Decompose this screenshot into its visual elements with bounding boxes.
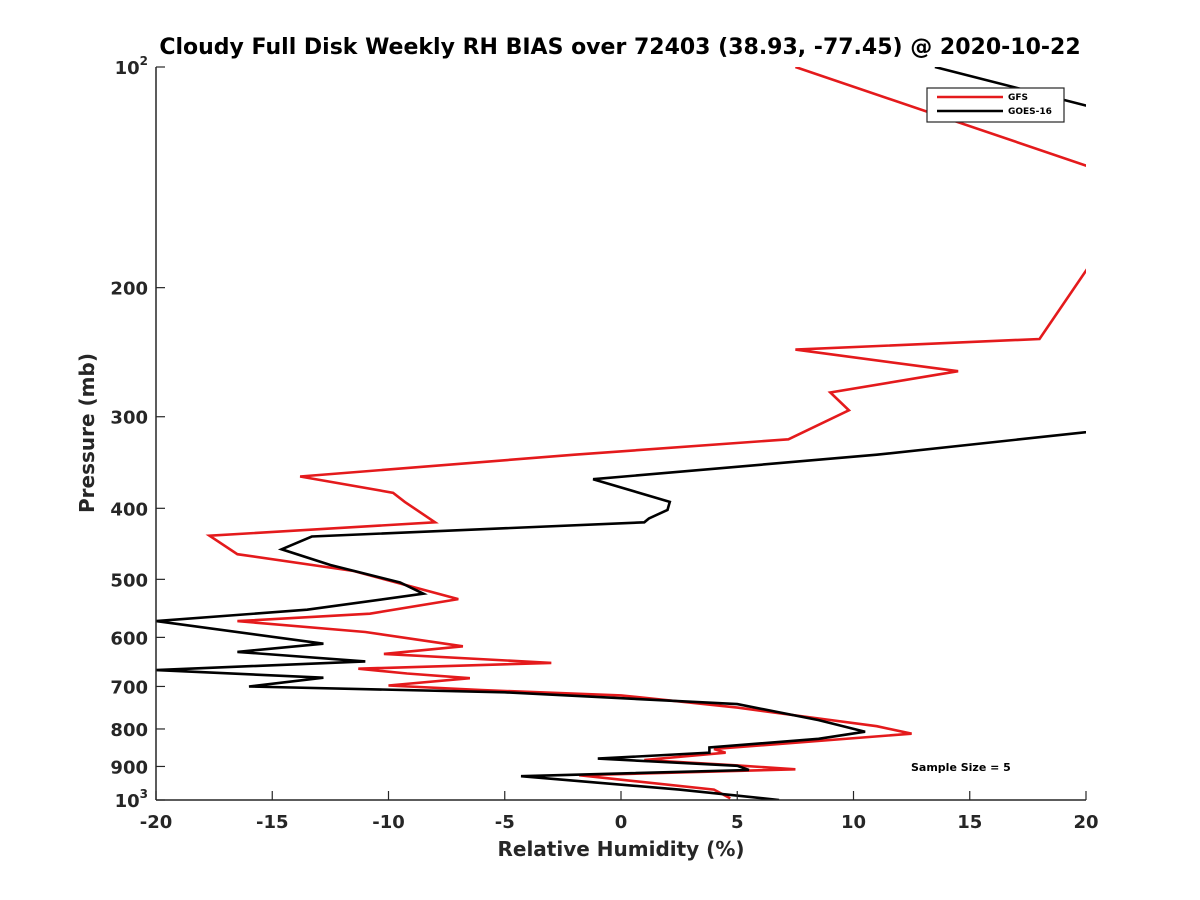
y-tick-label: 500 bbox=[110, 570, 148, 591]
series-layer bbox=[156, 67, 1086, 800]
x-tick-label: 20 bbox=[1073, 812, 1098, 833]
y-tick-label: 103 bbox=[115, 787, 148, 812]
x-tick-label: 10 bbox=[841, 812, 866, 833]
y-tick-label: 400 bbox=[110, 499, 148, 520]
x-tick-label: -10 bbox=[372, 812, 405, 833]
y-tick-label: 300 bbox=[110, 408, 148, 429]
x-tick-label: -15 bbox=[256, 812, 289, 833]
y-axis-label: Pressure (mb) bbox=[75, 353, 99, 513]
x-tick-label: 0 bbox=[615, 812, 628, 833]
x-tick-label: -20 bbox=[140, 812, 173, 833]
y-tick-label: 900 bbox=[110, 757, 148, 778]
y-tick-label: 800 bbox=[110, 720, 148, 741]
x-axis-ticks: -20 -15 -10 -5 0 5 10 15 20 bbox=[140, 791, 1099, 833]
x-tick-label: 5 bbox=[731, 812, 744, 833]
series-line-goes-16 bbox=[156, 67, 1086, 800]
sample-size-annotation: Sample Size = 5 bbox=[911, 761, 1011, 774]
chart-title: Cloudy Full Disk Weekly RH BIAS over 724… bbox=[159, 35, 1080, 60]
y-axis-ticks: 102 200 300 400 500 600 700 800 900 103 bbox=[110, 54, 165, 812]
legend: GFS GOES-16 bbox=[926, 87, 1065, 123]
legend-box bbox=[926, 87, 1065, 123]
y-tick-label: 200 bbox=[110, 279, 148, 300]
y-tick-label: 700 bbox=[110, 677, 148, 698]
legend-label: GFS bbox=[1008, 93, 1028, 103]
legend-label: GOES-16 bbox=[1008, 107, 1052, 117]
y-tick-label: 600 bbox=[110, 628, 148, 649]
x-axis-label: Relative Humidity (%) bbox=[497, 837, 744, 861]
x-tick-label: -5 bbox=[495, 812, 515, 833]
y-tick-label: 102 bbox=[115, 54, 148, 79]
series-line-gfs bbox=[205, 67, 1086, 800]
x-tick-label: 15 bbox=[957, 812, 982, 833]
